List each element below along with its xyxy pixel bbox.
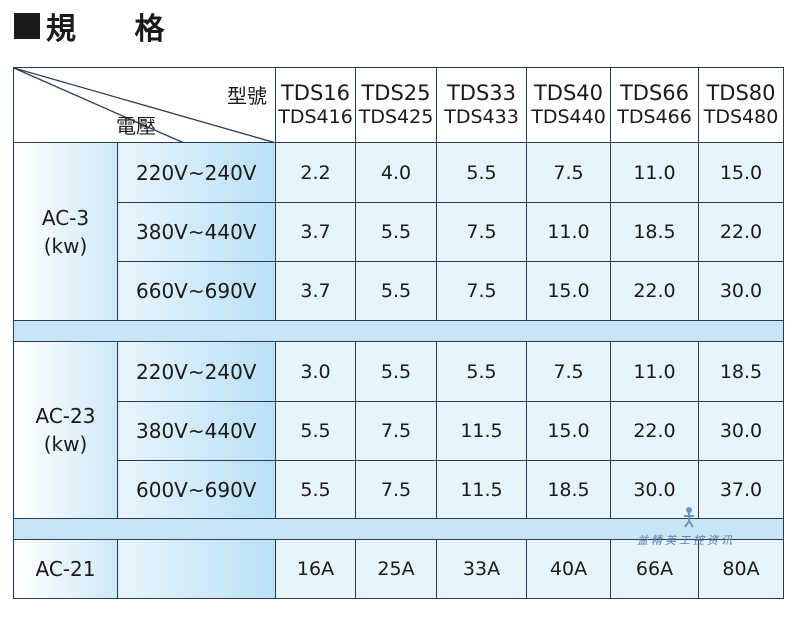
value-cell: 5.5 — [436, 142, 527, 203]
value-cell: 30.0 — [698, 261, 784, 321]
value-cell: 5.5 — [275, 401, 356, 461]
section-title: 規 格 — [14, 4, 188, 48]
value-cell: 5.5 — [355, 202, 437, 262]
header-row: 型號 電壓 TDS16 TDS416 TDS25 TDS425 TDS33 TDS43… — [13, 67, 784, 143]
watermark-figure-icon — [684, 507, 694, 528]
voltage-cell: 380V~440V — [117, 202, 276, 262]
empty-voltage-cell — [117, 539, 276, 599]
voltage-cell: 660V~690V — [117, 261, 276, 321]
table-row: 600V~690V 5.5 7.5 11.5 18.5 30.0 37.0 — [14, 460, 784, 519]
table-row: AC-23 (kw) 220V~240V 3.0 5.5 5.5 7.5 11.0… — [13, 341, 784, 519]
group-label-ac21: AC-21 — [13, 539, 118, 599]
value-cell: 11.0 — [610, 341, 699, 402]
value-cell: 22.0 — [610, 401, 699, 461]
voltage-cell: 220V~240V — [117, 142, 276, 203]
value-cell: 3.7 — [275, 202, 356, 262]
spec-table: 型號 電壓 TDS16 TDS416 TDS25 TDS425 TDS33 TDS43… — [13, 67, 784, 599]
model-header-3: TDS33 TDS433 — [436, 67, 527, 143]
diagonal-lines — [14, 68, 274, 142]
value-cell: 66A — [610, 539, 699, 599]
separator-row — [13, 320, 784, 342]
value-cell: 16A — [275, 539, 356, 599]
value-cell: 22.0 — [610, 261, 699, 321]
value-cell: 18.5 — [526, 460, 611, 519]
value-cell: 15.0 — [526, 261, 611, 321]
table-row: AC-21 16A 25A 33A 40A 66A 80A — [13, 539, 784, 599]
voltage-cell: 220V~240V — [117, 341, 276, 402]
value-cell: 7.5 — [355, 401, 437, 461]
watermark-text: 益精美工控资讯 — [637, 534, 735, 547]
value-cell: 11.5 — [436, 401, 527, 461]
model-header-4: TDS40 TDS440 — [526, 67, 611, 143]
model-header-5: TDS66 TDS466 — [610, 67, 699, 143]
group-label-ac3: AC-3 (kw) — [13, 142, 118, 321]
section-title-text: 規 格 — [46, 12, 189, 47]
value-cell: 33A — [436, 539, 527, 599]
table-row: 380V~440V 3.7 5.5 7.5 11.0 18.5 22.0 — [14, 202, 784, 262]
value-cell: 18.5 — [610, 202, 699, 262]
value-cell: 2.2 — [275, 142, 356, 203]
value-cell: 5.5 — [355, 261, 437, 321]
value-cell: 80A — [698, 539, 784, 599]
value-cell: 3.7 — [275, 261, 356, 321]
group-label-ac23: AC-23 (kw) — [13, 341, 118, 519]
value-cell: 40A — [526, 539, 611, 599]
voltage-label: 電壓 — [116, 114, 156, 138]
value-cell: 7.5 — [526, 142, 611, 203]
value-cell: 22.0 — [698, 202, 784, 262]
value-cell: 30.0 — [698, 401, 784, 461]
model-label: 型號 — [227, 84, 267, 108]
value-cell: 37.0 — [698, 460, 784, 519]
model-header-2: TDS25 TDS425 — [355, 67, 437, 143]
value-cell: 30.0 — [610, 460, 699, 519]
voltage-cell: 380V~440V — [117, 401, 276, 461]
model-header-1: TDS16 TDS416 — [275, 67, 356, 143]
table-row: AC-3 (kw) 220V~240V 2.2 4.0 5.5 7.5 11.0 … — [13, 142, 784, 321]
black-square-icon — [14, 13, 40, 39]
value-cell: 3.0 — [275, 341, 356, 402]
value-cell: 7.5 — [526, 341, 611, 402]
value-cell: 7.5 — [436, 261, 527, 321]
value-cell: 5.5 — [436, 341, 527, 402]
voltage-cell: 600V~690V — [117, 460, 276, 519]
value-cell: 15.0 — [526, 401, 611, 461]
value-cell: 15.0 — [698, 142, 784, 203]
value-cell: 5.5 — [355, 341, 437, 402]
value-cell: 25A — [355, 539, 437, 599]
model-header-6: TDS80 TDS480 — [698, 67, 784, 143]
table-row: 380V~440V 5.5 7.5 11.5 15.0 22.0 30.0 — [14, 401, 784, 461]
corner-header-cell: 型號 電壓 — [13, 67, 276, 143]
table-row: 660V~690V 3.7 5.5 7.5 15.0 22.0 30.0 — [14, 261, 784, 321]
value-cell: 11.5 — [436, 460, 527, 519]
value-cell: 5.5 — [275, 460, 356, 519]
value-cell: 18.5 — [698, 341, 784, 402]
value-cell: 11.0 — [526, 202, 611, 262]
value-cell: 4.0 — [355, 142, 437, 203]
value-cell: 7.5 — [436, 202, 527, 262]
value-cell: 7.5 — [355, 460, 437, 519]
value-cell: 11.0 — [610, 142, 699, 203]
